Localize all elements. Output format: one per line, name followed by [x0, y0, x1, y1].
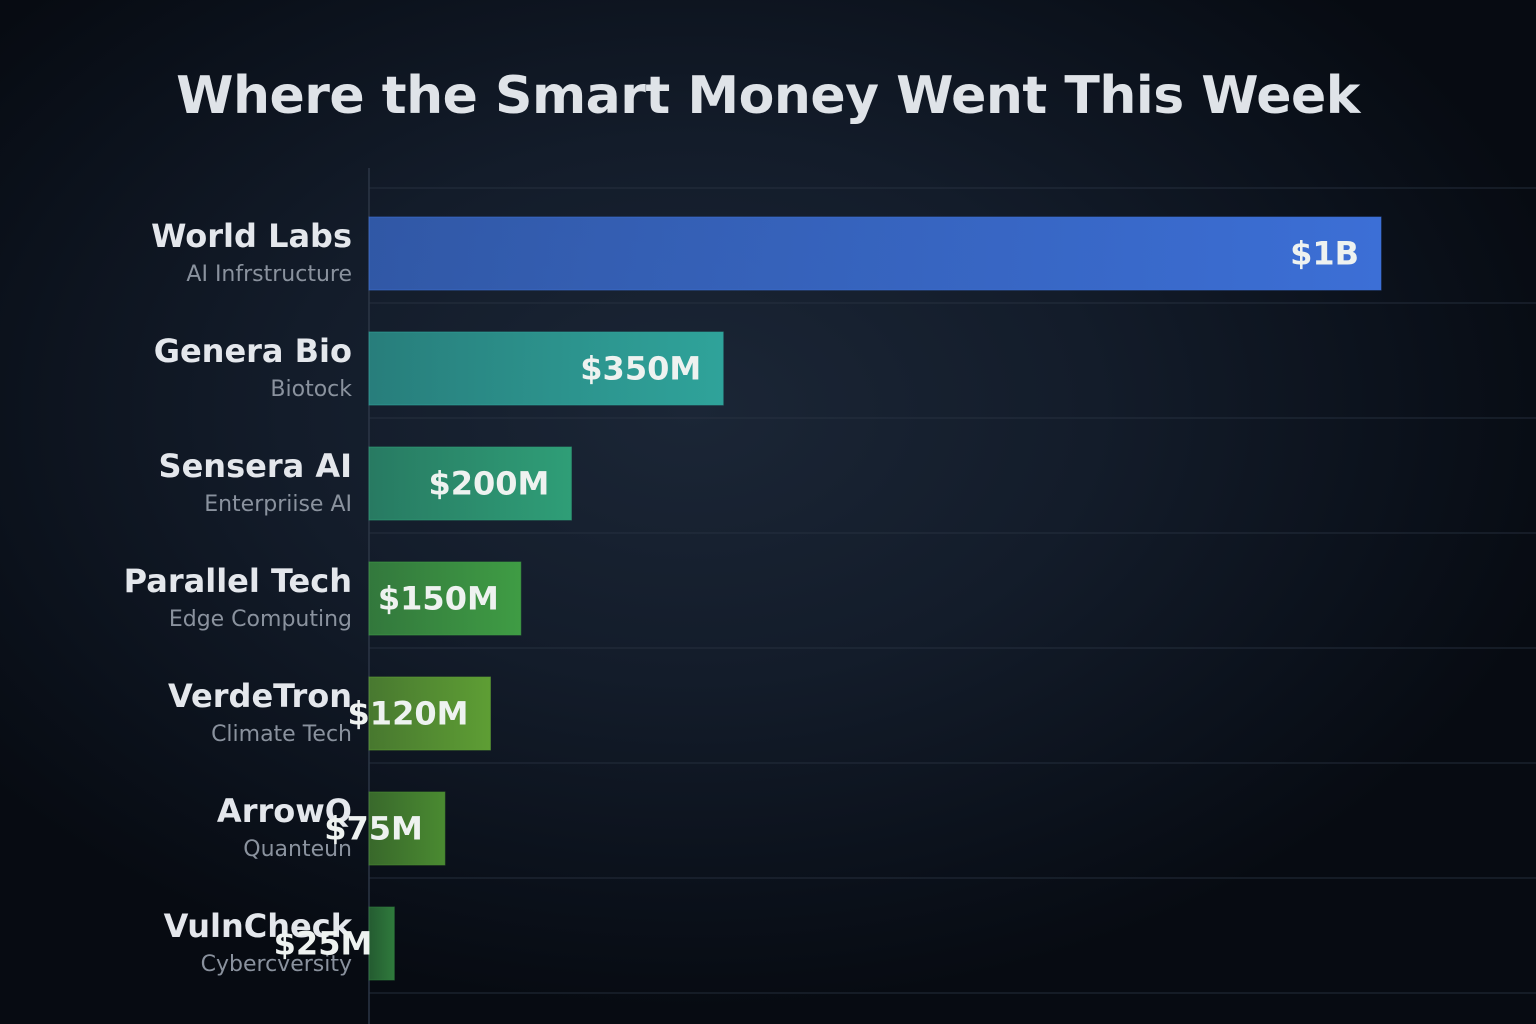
category-label: Genera Bio	[154, 332, 352, 370]
chart-title: Where the Smart Money Went This Week	[176, 66, 1360, 126]
category-label: VulnCheck	[164, 907, 353, 945]
category-sublabel: Climate Tech	[211, 722, 352, 747]
category-label: World Labs	[151, 217, 352, 255]
data-label: $75M	[324, 810, 423, 848]
category-sublabel: AI Infrstructure	[186, 262, 352, 287]
data-label: $150M	[378, 580, 499, 618]
category-sublabel: Biotock	[270, 377, 352, 402]
bar-sensera-ai	[368, 446, 572, 521]
category-sublabel: Cybercversity	[201, 952, 352, 977]
category-sublabel: Quanteun	[243, 837, 352, 862]
bar-vulncheck	[368, 906, 395, 981]
category-label: Sensera AI	[159, 447, 352, 485]
bar-world-labs	[368, 216, 1382, 291]
data-label: $200M	[428, 465, 549, 503]
bar-arrowq	[368, 791, 446, 866]
data-label: $120M	[348, 695, 469, 733]
bar-genera-bio	[368, 331, 724, 406]
category-label: Parallel Tech	[124, 562, 352, 600]
data-label: $1B	[1290, 235, 1359, 273]
data-label: $25M	[274, 925, 373, 963]
data-label: $350M	[580, 350, 701, 388]
bar-parallel-tech	[368, 561, 522, 636]
category-label: VerdeTron	[168, 677, 352, 715]
bar-verdetron	[368, 676, 491, 751]
category-label: ArrowQ	[217, 792, 352, 830]
category-sublabel: Enterpriise AI	[204, 492, 352, 517]
category-sublabel: Edge Computing	[169, 607, 352, 632]
